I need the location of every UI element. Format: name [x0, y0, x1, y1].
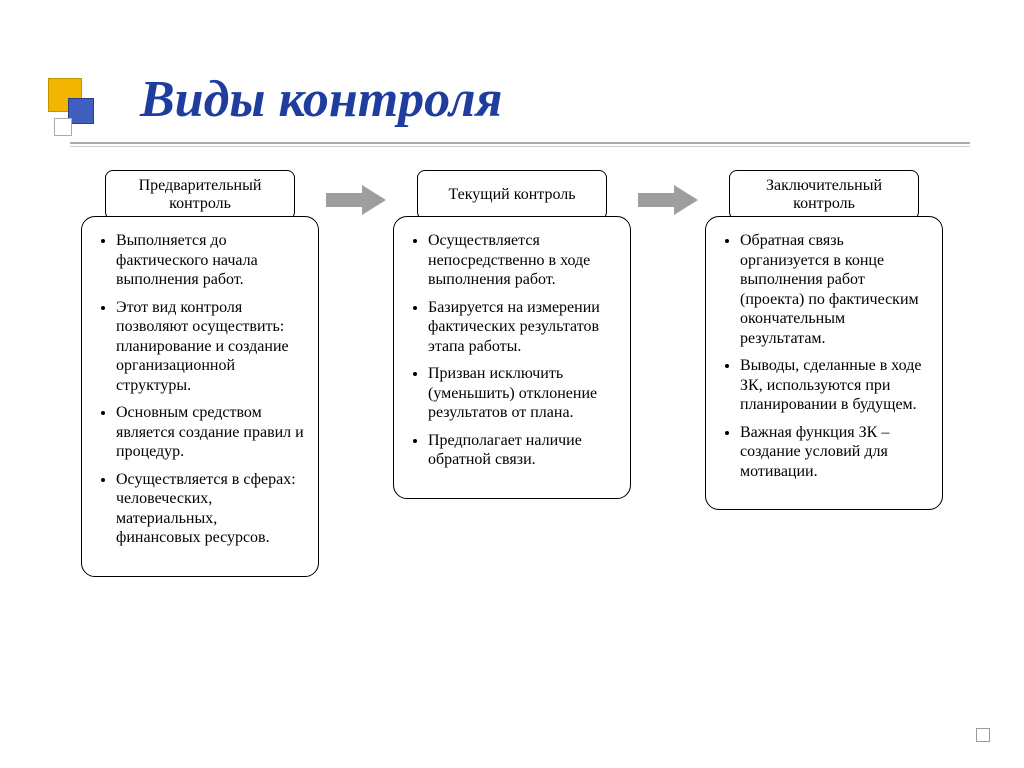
column-header: Предварительный контроль — [105, 170, 295, 220]
flow-arrow-2 — [632, 170, 704, 218]
column-body: Выполняется до фактического начала выпол… — [81, 216, 319, 577]
flow-arrow-1 — [320, 170, 392, 218]
list-item: Обратная связь организуется в конце выпо… — [740, 231, 928, 348]
title-underline-shadow — [70, 146, 970, 147]
flow-column-2: Текущий контроль Осуществляется непосред… — [392, 170, 632, 499]
arrow-icon — [634, 182, 702, 218]
list-item: Этот вид контроля позволяют осуществить:… — [116, 298, 304, 396]
column-body: Обратная связь организуется в конце выпо… — [705, 216, 943, 510]
logo-square-white — [54, 118, 72, 136]
list-item: Осуществляется непосредственно в ходе вы… — [428, 231, 616, 290]
column-header: Текущий контроль — [417, 170, 607, 220]
arrow-icon — [322, 182, 390, 218]
corner-square-icon — [976, 728, 990, 742]
flow-diagram: Предварительный контроль Выполняется до … — [80, 170, 950, 577]
column-header: Заключительный контроль — [729, 170, 919, 220]
slide-logo — [48, 78, 108, 138]
flow-column-1: Предварительный контроль Выполняется до … — [80, 170, 320, 577]
flow-column-3: Заключительный контроль Обратная связь о… — [704, 170, 944, 510]
list-item: Основным средством является создание пра… — [116, 403, 304, 462]
slide-title: Виды контроля — [140, 70, 502, 129]
list-item: Предполагает наличие обратной связи. — [428, 431, 616, 470]
list-item: Выполняется до фактического начала выпол… — [116, 231, 304, 290]
list-item: Осуществляется в сферах: человеческих, м… — [116, 470, 304, 548]
title-underline — [70, 142, 970, 144]
list-item: Выводы, сделанные в ходе ЗК, используютс… — [740, 356, 928, 415]
column-body: Осуществляется непосредственно в ходе вы… — [393, 216, 631, 499]
list-item: Базируется на измерении фактических резу… — [428, 298, 616, 357]
list-item: Призван исключить (уменьшить) отклонение… — [428, 364, 616, 423]
list-item: Важная функция ЗК – создание условий для… — [740, 423, 928, 482]
